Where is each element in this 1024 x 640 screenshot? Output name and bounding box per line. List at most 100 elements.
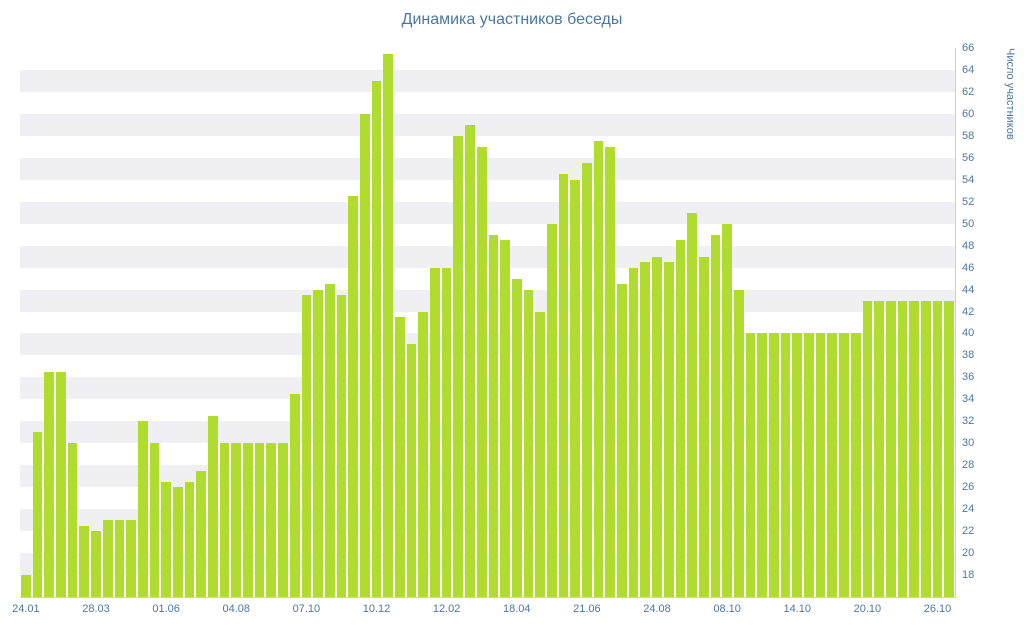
y-axis-tick-label: 18 [962,569,975,582]
bar[interactable] [628,267,639,597]
bar[interactable] [21,575,31,597]
x-axis-tick-label: 24.01 [12,603,40,615]
bar[interactable] [44,371,55,597]
bar[interactable] [313,289,323,597]
bar[interactable] [149,443,160,597]
y-axis-tick-label: 26 [962,481,975,494]
bar[interactable] [511,278,522,597]
bar[interactable] [383,53,393,597]
bar[interactable] [67,443,78,597]
bar[interactable] [722,223,732,597]
bar[interactable] [161,481,171,597]
bar[interactable] [804,333,814,597]
bar[interactable] [488,234,499,597]
bar[interactable] [301,295,312,597]
bar[interactable] [897,300,908,597]
grid-stripe [20,69,955,92]
bar[interactable] [593,141,604,597]
bar[interactable] [920,300,931,597]
x-axis-tick-label: 08.10 [713,603,741,615]
y-axis-tick-label: 54 [962,173,975,186]
chart-title: Динамика участников беседы [401,11,623,28]
bar[interactable] [617,284,627,597]
bar[interactable] [56,371,66,597]
bar[interactable] [102,520,113,597]
bar[interactable] [605,146,616,597]
bar[interactable] [219,443,230,597]
bar[interactable] [395,317,405,597]
grid-stripe [20,465,955,488]
bar[interactable] [640,262,651,597]
bar[interactable] [582,163,592,597]
bar[interactable] [243,443,253,597]
grid-stripe [20,245,955,268]
bar[interactable] [862,300,873,597]
bar[interactable] [418,311,429,597]
bar[interactable] [757,333,767,597]
bar[interactable] [359,113,370,597]
bar[interactable] [839,333,849,597]
y-axis-tick-label: 66 [962,42,975,54]
bar[interactable] [710,234,721,597]
x-axis-tick-label: 20.10 [853,603,882,615]
y-axis-tick-label: 62 [962,85,975,98]
bar[interactable] [126,520,136,597]
bar[interactable] [874,300,884,597]
bar[interactable] [500,240,510,597]
y-axis-tick-label: 52 [962,195,975,208]
bar[interactable] [324,284,335,597]
bar[interactable] [780,333,791,597]
bar[interactable] [815,333,826,597]
y-axis-tick-label: 50 [962,217,975,230]
bar[interactable] [114,520,125,597]
bar[interactable] [675,240,686,597]
y-axis-tick-label: 58 [962,129,975,142]
bar[interactable] [79,525,90,597]
bar[interactable] [208,415,218,597]
bar[interactable] [441,267,452,597]
bar[interactable] [430,267,440,597]
bar[interactable] [698,256,709,597]
bar[interactable] [476,146,487,597]
bar[interactable] [289,393,300,597]
bar[interactable] [932,300,943,597]
bar[interactable] [652,256,662,597]
bar[interactable] [196,470,206,597]
bar[interactable] [909,300,919,597]
bar[interactable] [535,311,545,597]
bar[interactable] [371,80,382,597]
bar[interactable] [32,432,43,597]
bar[interactable] [733,289,744,597]
bar[interactable] [406,344,417,597]
bar[interactable] [769,333,779,597]
bar[interactable] [570,179,580,597]
bar[interactable] [663,262,674,597]
bar[interactable] [885,300,896,597]
bar[interactable] [465,124,475,597]
bar[interactable] [336,295,347,597]
bar[interactable] [453,135,464,597]
grid-stripe [20,421,955,444]
bar[interactable] [944,300,954,597]
bar[interactable] [745,333,756,597]
y-axis-tick-label: 40 [962,327,975,340]
bar[interactable] [254,443,265,597]
bar[interactable] [348,196,358,597]
bar[interactable] [827,333,838,597]
bar[interactable] [266,443,277,597]
y-axis-tick-label: 48 [962,239,975,252]
bar[interactable] [558,174,569,597]
bar[interactable] [278,443,288,597]
bar[interactable] [850,333,861,597]
x-axis-tick-label: 26.10 [923,603,952,615]
y-axis-tick-label: 64 [962,63,975,76]
bar[interactable] [546,223,557,597]
bar[interactable] [184,481,195,597]
bar[interactable] [172,487,183,597]
bar[interactable] [91,531,101,597]
bar[interactable] [523,289,534,597]
bar[interactable] [792,333,803,597]
bar[interactable] [137,421,148,597]
bar[interactable] [231,443,242,597]
bar[interactable] [687,212,697,597]
